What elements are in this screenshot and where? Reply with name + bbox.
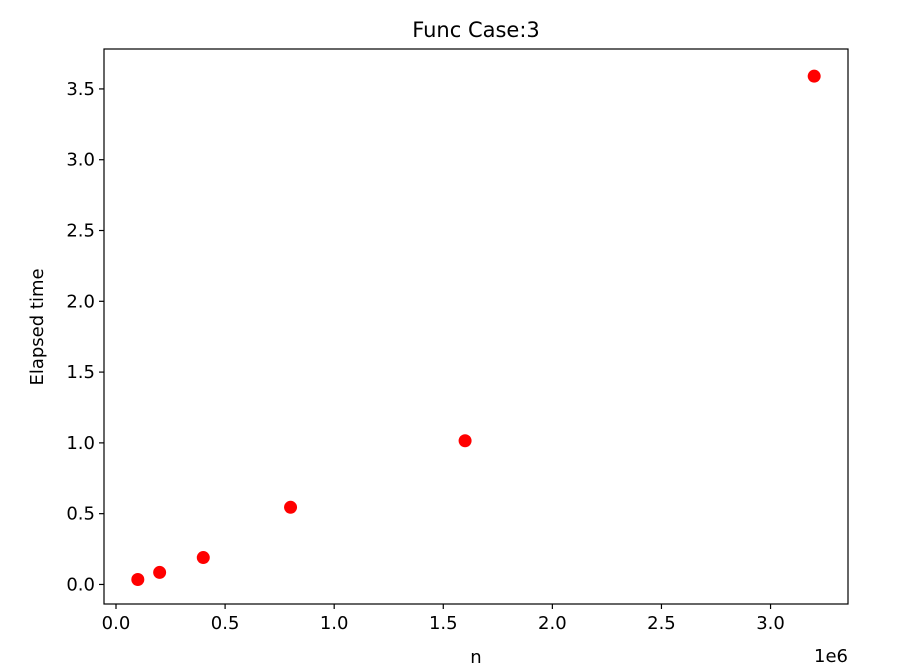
x-tick-label: 1.5 (429, 613, 458, 634)
data-points (131, 69, 821, 587)
x-tick-label: 2.0 (538, 613, 567, 634)
chart-title: Func Case:3 (412, 18, 540, 42)
y-tick-label: 0.5 (66, 504, 95, 525)
y-tick-label: 1.5 (66, 362, 95, 383)
data-point (196, 551, 210, 565)
data-point (284, 500, 298, 514)
y-tick-label: 3.0 (66, 150, 95, 171)
y-axis-ticks: 0.0 0.5 1.0 1.5 2.0 2.5 3.0 3.5 (66, 79, 104, 595)
x-tick-label: 0.5 (211, 613, 240, 634)
x-axis-ticks: 0.0 0.5 1.0 1.5 2.0 2.5 3.0 (102, 604, 785, 634)
x-tick-label: 2.5 (647, 613, 676, 634)
y-axis-label: Elapsed time (27, 268, 48, 385)
y-tick-label: 2.0 (66, 291, 95, 312)
x-tick-label: 0.0 (102, 613, 131, 634)
x-tick-label: 3.0 (756, 613, 785, 634)
y-tick-label: 2.5 (66, 221, 95, 242)
x-tick-label: 1.0 (320, 613, 349, 634)
y-tick-label: 0.0 (66, 574, 95, 595)
data-point (131, 573, 145, 587)
y-tick-label: 1.0 (66, 433, 95, 454)
x-axis-label: n (470, 647, 481, 667)
data-point (153, 565, 167, 579)
data-point (458, 434, 472, 448)
y-tick-label: 3.5 (66, 79, 95, 100)
data-point (807, 69, 821, 83)
plot-area-frame (103, 48, 849, 605)
x-axis-offset-text: 1e6 (814, 646, 848, 667)
